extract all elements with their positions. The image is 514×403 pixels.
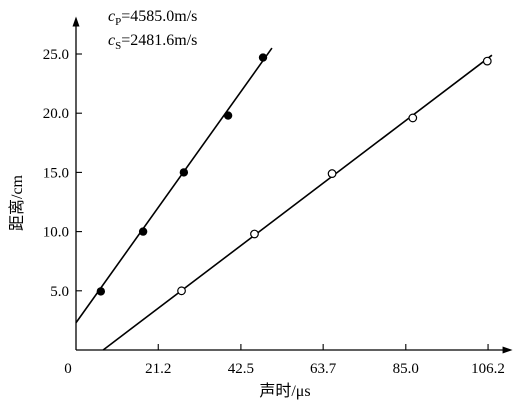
- y-axis-arrow: [72, 16, 80, 27]
- velocity-symbol-s: c: [108, 32, 115, 49]
- y-tick-label: 15.0: [43, 165, 69, 181]
- velocity-value-p: =4585.0m/s: [121, 8, 197, 25]
- svg-text:cP=4585.0m/s: cP=4585.0m/s: [108, 8, 197, 28]
- tick-marks: [76, 53, 489, 350]
- data-points: [96, 53, 492, 296]
- fit-line-series-1: [75, 47, 273, 324]
- filled-point-series-1: [96, 287, 106, 296]
- x-tick-label: 106.2: [471, 361, 505, 377]
- x-tick-label: 42.5: [228, 361, 254, 377]
- open-point-series-2: [327, 169, 337, 178]
- x-tick-label: 0: [64, 361, 72, 377]
- open-point-series-2: [177, 286, 186, 296]
- velocity-subscript-s: S: [115, 40, 121, 52]
- x-tick-label: 85.0: [393, 361, 419, 377]
- filled-point-series-1: [258, 53, 268, 62]
- x-axis-title: 声时/μs: [259, 382, 310, 400]
- x-tick-label: 63.7: [310, 361, 337, 377]
- tick-labels: 0 21.2 42.5 63.7 85.0 106.2 5.0 10.0 15.0 20.0 25.…: [43, 47, 505, 377]
- y-tick-label: 5.0: [50, 284, 69, 300]
- y-tick-label: 20.0: [43, 106, 69, 122]
- open-point-series-2: [250, 229, 259, 239]
- y-tick-label: 10.0: [43, 225, 69, 241]
- filled-point-series-1: [138, 227, 148, 236]
- velocity-value-s: =2481.6m/s: [121, 32, 197, 49]
- axes: [72, 16, 513, 354]
- y-axis-title: 距离/cm: [8, 174, 26, 231]
- x-tick-label: 21.2: [145, 361, 171, 377]
- x-axis-arrow: [502, 346, 513, 354]
- svg-text:cS=2481.6m/s: cS=2481.6m/s: [108, 32, 197, 52]
- filled-point-series-1: [223, 111, 233, 120]
- velocity-symbol-p: c: [108, 8, 115, 25]
- velocity-annotation-p: cP=4585.0m/s: [108, 8, 197, 28]
- filled-point-series-1: [179, 168, 189, 177]
- velocity-subscript-p: P: [115, 16, 121, 28]
- fit-lines: [75, 47, 493, 351]
- velocity-annotation-s: cS=2481.6m/s: [108, 32, 197, 52]
- y-tick-label: 25.0: [43, 47, 69, 63]
- open-point-series-2: [482, 56, 492, 66]
- open-point-series-2: [408, 113, 418, 123]
- fit-line-series-2: [102, 54, 493, 351]
